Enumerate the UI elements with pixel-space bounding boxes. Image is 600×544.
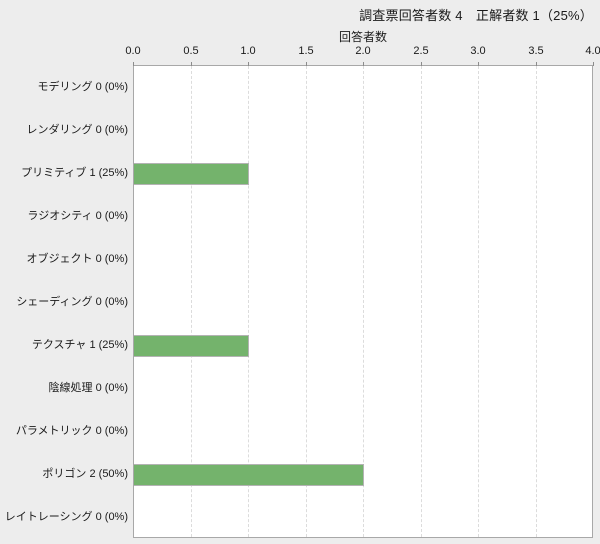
gridline — [536, 66, 537, 537]
category-label: ラジオシティ 0 (0%) — [27, 210, 128, 222]
x-axis-tick-label: 2.0 — [355, 45, 371, 57]
x-axis-tick-label: 4.0 — [585, 45, 600, 57]
x-axis-tick-mark — [536, 62, 537, 66]
bar-ポリゴン — [134, 464, 364, 486]
x-axis-tick-label: 1.5 — [298, 45, 314, 57]
bar-テクスチャ — [134, 335, 249, 357]
x-axis-tick-mark — [306, 62, 307, 66]
gridline — [306, 66, 307, 537]
x-axis-tick-label: 2.5 — [413, 45, 429, 57]
gridline — [191, 66, 192, 537]
x-axis-tick-mark — [478, 62, 479, 66]
gridline — [363, 66, 364, 537]
x-axis-tick-mark — [363, 62, 364, 66]
x-axis-tick-mark — [191, 62, 192, 66]
category-label: レンダリング 0 (0%) — [26, 124, 128, 136]
gridline — [248, 66, 249, 537]
x-axis-tick-mark — [593, 62, 594, 66]
category-label: モデリング 0 (0%) — [37, 81, 128, 93]
category-label: シェーディング 0 (0%) — [16, 296, 128, 308]
x-axis-tick-label: 1.0 — [240, 45, 256, 57]
category-label: レイトレーシング 0 (0%) — [4, 511, 128, 523]
x-axis-title: 回答者数 — [338, 30, 387, 44]
x-axis-tick-label: 0.0 — [125, 45, 141, 57]
x-axis-tick-label: 3.5 — [528, 45, 544, 57]
bar-プリミティブ — [134, 163, 249, 185]
x-axis-tick-mark — [248, 62, 249, 66]
plot-area — [133, 62, 594, 538]
x-axis-tick-label: 3.0 — [470, 45, 486, 57]
x-axis-tick-label: 0.5 — [183, 45, 199, 57]
gridline — [478, 66, 479, 537]
category-label: オブジェクト 0 (0%) — [26, 253, 128, 265]
chart-title: 調査票回答者数 4 正解者数 1（25%） — [359, 8, 593, 23]
category-label: パラメトリック 0 (0%) — [15, 425, 128, 437]
x-axis-tick-mark — [133, 62, 134, 66]
category-label: 陰線処理 0 (0%) — [48, 382, 128, 394]
category-label: プリミティブ 1 (25%) — [21, 167, 128, 179]
x-axis-tick-mark — [421, 62, 422, 66]
category-label: ポリゴン 2 (50%) — [42, 468, 128, 480]
gridline — [421, 66, 422, 537]
category-label: テクスチャ 1 (25%) — [31, 339, 128, 351]
